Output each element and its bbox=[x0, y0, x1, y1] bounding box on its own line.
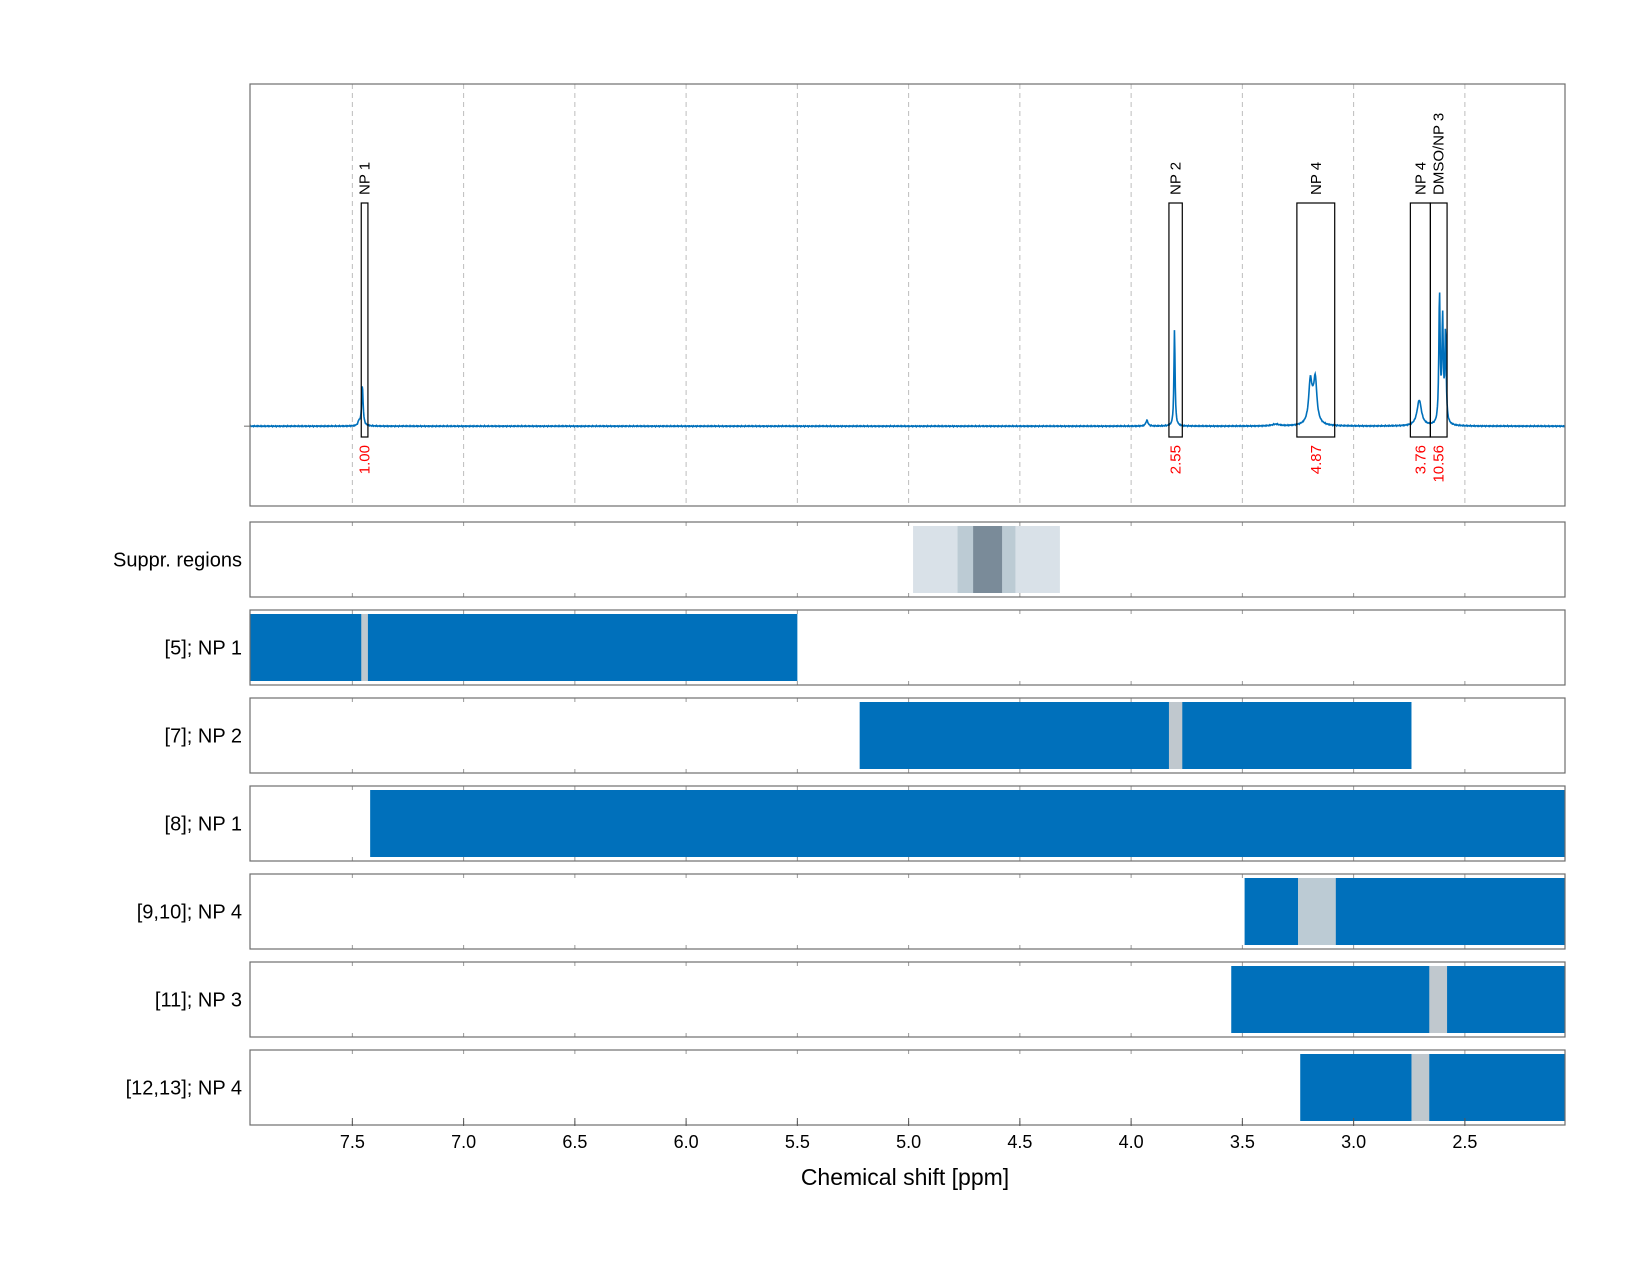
track-bar bbox=[1429, 966, 1448, 1033]
track-label: [8]; NP 1 bbox=[165, 814, 242, 836]
track-label: [5]; NP 1 bbox=[165, 638, 242, 660]
track-label: [9,10]; NP 4 bbox=[137, 902, 242, 924]
x-tick-label: 4.0 bbox=[1119, 1132, 1144, 1152]
integration-value-label: 3.76 bbox=[1412, 445, 1429, 474]
x-tick-label: 3.5 bbox=[1230, 1132, 1255, 1152]
track-frame bbox=[249, 1049, 1566, 1126]
x-tick-label: 7.0 bbox=[451, 1132, 476, 1152]
integration-value-label: 4.87 bbox=[1308, 445, 1325, 474]
track-bar bbox=[1244, 878, 1565, 945]
integration-value-label: 1.00 bbox=[357, 445, 374, 474]
track-bar bbox=[859, 702, 1412, 769]
spectrum-panel-background bbox=[250, 84, 1565, 506]
x-tick-label: 5.5 bbox=[785, 1132, 810, 1152]
spectrum-panel-frame bbox=[249, 83, 1566, 507]
track-frame bbox=[249, 961, 1566, 1038]
track-bar bbox=[370, 790, 1565, 857]
x-tick-label: 5.0 bbox=[896, 1132, 921, 1152]
x-axis-label: Chemical shift [ppm] bbox=[801, 1164, 1009, 1190]
track-bar bbox=[1411, 1054, 1430, 1121]
track-frame bbox=[249, 785, 1566, 862]
x-tick-label: 2.5 bbox=[1452, 1132, 1477, 1152]
integration-value-label: 10.56 bbox=[1431, 445, 1448, 483]
integration-region-box bbox=[1168, 202, 1183, 438]
spectrum-panel: NP 1 1.00 NP 2 2.55 NP 4 4.87 NP 4 3.76 DMSO/NP … bbox=[244, 83, 1566, 507]
track-bar bbox=[1168, 702, 1183, 769]
track-bar bbox=[250, 614, 798, 681]
integration-region-label: DMSO/NP 3 bbox=[1431, 113, 1448, 195]
track-frame bbox=[249, 521, 1566, 598]
track-frame bbox=[249, 873, 1566, 950]
region-tracks: Suppr. regions [5]; NP 1 [7]; NP 2 [8]; NP … bbox=[113, 521, 1566, 1126]
track-bar bbox=[1297, 878, 1336, 945]
integration-region-label: NP 4 bbox=[1412, 162, 1429, 195]
track-bar bbox=[1231, 966, 1565, 1033]
track-bar bbox=[973, 526, 1003, 593]
spectrum-trace bbox=[249, 292, 1566, 429]
integration-region-box bbox=[360, 202, 369, 438]
integration-region-box bbox=[1296, 202, 1336, 438]
track-frame bbox=[249, 697, 1566, 774]
track-label: [11]; NP 3 bbox=[155, 990, 242, 1012]
integration-region-box bbox=[1429, 202, 1448, 438]
track-label: Suppr. regions bbox=[113, 550, 242, 572]
track-background bbox=[250, 522, 1565, 597]
track-bar bbox=[361, 614, 368, 681]
integration-region-label: NP 1 bbox=[357, 162, 374, 195]
x-tick-label: 7.5 bbox=[340, 1132, 365, 1152]
track-label: [7]; NP 2 bbox=[165, 726, 242, 748]
track-label: [12,13]; NP 4 bbox=[126, 1078, 242, 1100]
x-tick-label: 3.0 bbox=[1341, 1132, 1366, 1152]
x-tick-label: 4.5 bbox=[1007, 1132, 1032, 1152]
x-tick-label: 6.5 bbox=[562, 1132, 587, 1152]
integration-region-label: NP 4 bbox=[1308, 162, 1325, 195]
track-frame bbox=[249, 609, 1566, 686]
x-tick-label: 6.0 bbox=[674, 1132, 699, 1152]
track-bar bbox=[1300, 1054, 1565, 1121]
integration-value-label: 2.55 bbox=[1168, 445, 1185, 474]
integration-region-label: NP 2 bbox=[1168, 162, 1185, 195]
x-axis: 7.5 7.0 6.5 6.0 5.5 5.0 4.5 4.0 3.5 3.0 2.5 bbox=[340, 1118, 1477, 1152]
